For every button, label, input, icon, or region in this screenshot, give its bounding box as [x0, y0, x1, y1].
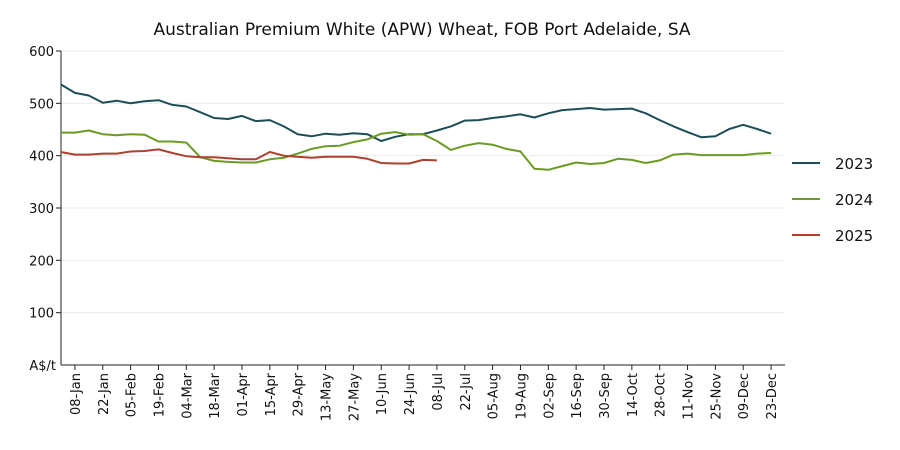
y-tick-label: 500	[29, 97, 54, 112]
y-tick-label: 100	[29, 307, 54, 322]
legend-item-2024: 2024	[792, 191, 873, 209]
x-tick-label: 08-Jan	[69, 373, 84, 415]
x-tick-label: 11-Nov	[682, 373, 697, 420]
x-tick-label: 28-Oct	[654, 373, 669, 417]
y-unit-label: A$/t	[29, 359, 56, 374]
y-axis: 100 200 300 400 500 600	[29, 45, 61, 322]
chart-title: Australian Premium White (APW) Wheat, FO…	[153, 20, 690, 40]
x-tick-label: 02-Sep	[542, 373, 557, 419]
x-axis: 08-Jan 22-Jan 05-Feb 19-Feb 04-Mar 18-Mar 01-A…	[69, 365, 780, 421]
x-tick-label: 05-Feb	[125, 373, 140, 417]
grid	[61, 50, 785, 314]
x-tick-label: 05-Aug	[487, 373, 502, 419]
y-tick-label: 200	[29, 254, 54, 269]
x-tick-label: 08-Jul	[431, 373, 446, 411]
series-lines	[60, 83, 772, 171]
x-tick-label: 23-Dec	[765, 373, 780, 419]
x-tick-label: 13-May	[320, 373, 335, 421]
y-tick-label: 300	[29, 202, 54, 217]
x-tick-label: 10-Jun	[375, 373, 390, 415]
series-line-2024	[61, 129, 772, 171]
x-tick-label: 14-Oct	[626, 373, 641, 417]
y-tick-label: 600	[29, 45, 54, 60]
x-tick-label: 25-Nov	[709, 373, 724, 420]
x-tick-label: 01-Apr	[236, 372, 251, 416]
legend-label: 2023	[835, 155, 873, 173]
legend-label: 2025	[835, 227, 873, 245]
legend: 2023 2024 2025	[792, 155, 873, 245]
x-tick-label: 27-May	[347, 373, 362, 421]
x-tick-label: 22-Jan	[97, 373, 112, 415]
x-tick-label: 15-Apr	[264, 372, 279, 416]
series-line-2025	[60, 148, 437, 165]
legend-item-2023: 2023	[792, 155, 873, 173]
x-tick-label: 09-Dec	[737, 373, 752, 419]
y-tick-label: 400	[29, 150, 54, 165]
x-tick-label: 24-Jun	[403, 373, 418, 415]
legend-label: 2024	[835, 191, 873, 209]
x-tick-label: 18-Mar	[208, 372, 223, 418]
legend-item-2025: 2025	[792, 227, 873, 245]
x-tick-label: 19-Aug	[514, 373, 529, 419]
x-tick-label: 30-Sep	[598, 373, 613, 419]
x-tick-label: 29-Apr	[292, 372, 307, 416]
x-tick-label: 16-Sep	[570, 373, 585, 419]
x-tick-label: 19-Feb	[152, 373, 167, 417]
x-tick-label: 04-Mar	[180, 372, 195, 418]
x-tick-label: 22-Jul	[459, 373, 474, 411]
series-line-2023	[60, 83, 772, 142]
